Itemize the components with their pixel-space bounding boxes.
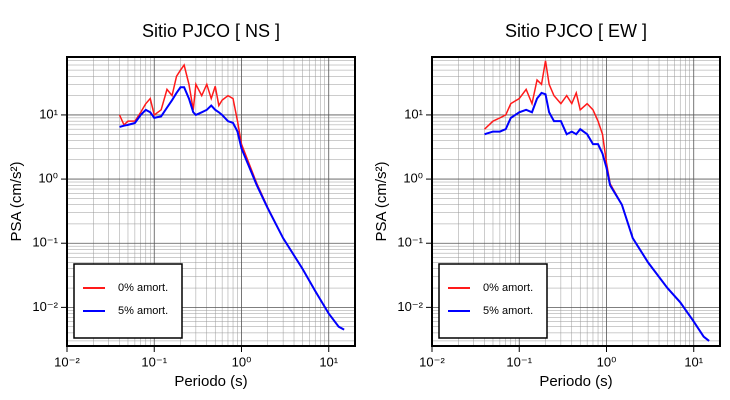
- legend-label: 5% amort.: [483, 305, 533, 317]
- x-tick-label: 10⁻¹: [141, 354, 167, 369]
- legend-box: [73, 263, 183, 339]
- y-tick-label: 10⁻¹: [397, 235, 423, 250]
- x-tick-label: 10¹: [684, 354, 703, 369]
- y-tick-label: 10¹: [39, 106, 58, 121]
- y-tick-label: 10⁻¹: [32, 235, 58, 250]
- x-tick-label: 10⁻²: [54, 354, 80, 369]
- x-axis-label: Periodo (s): [174, 373, 247, 390]
- legend-label: 0% amort.: [118, 282, 168, 294]
- plot-frame: [66, 56, 356, 347]
- legend-box: [438, 263, 548, 339]
- x-tick-label: 10¹: [319, 354, 338, 369]
- chart-title: Sitio PJCO [ NS ]: [142, 21, 280, 41]
- x-tick-label: 10⁰: [597, 354, 617, 369]
- x-axis-label: Periodo (s): [539, 373, 612, 390]
- y-tick-label: 10¹: [404, 106, 423, 121]
- x-tick-label: 10⁻¹: [506, 354, 532, 369]
- y-axis-label: PSA (cm/s²): [8, 161, 25, 241]
- y-axis-label: PSA (cm/s²): [373, 161, 390, 241]
- plot-frame: [431, 56, 721, 347]
- y-tick-label: 10⁰: [403, 171, 423, 186]
- y-tick-label: 10⁰: [38, 171, 58, 186]
- y-tick-label: 10⁻²: [397, 299, 423, 314]
- x-tick-label: 10⁻²: [419, 354, 445, 369]
- legend-label: 0% amort.: [483, 282, 533, 294]
- x-tick-label: 10⁰: [232, 354, 252, 369]
- legend-label: 5% amort.: [118, 305, 168, 317]
- series-line: [119, 86, 345, 331]
- chart-title: Sitio PJCO [ EW ]: [505, 21, 647, 41]
- y-tick-label: 10⁻²: [32, 299, 58, 314]
- series-line: [484, 91, 710, 342]
